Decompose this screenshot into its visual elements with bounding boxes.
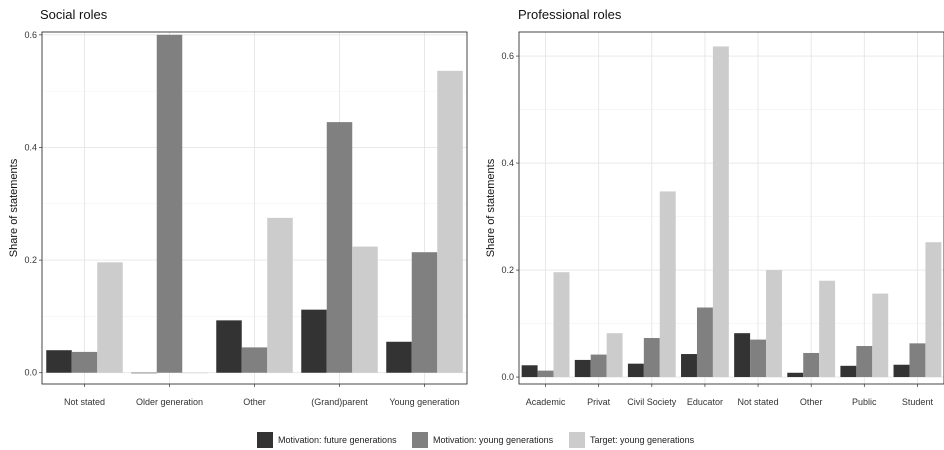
x-tick-label: Young generation — [389, 397, 459, 407]
x-tick-label: Public — [852, 397, 877, 407]
legend-label: Target: young generations — [590, 435, 695, 445]
bar-older-generation-series-2 — [156, 34, 183, 373]
y-tick-label: 0.4 — [24, 142, 37, 152]
legend: Motivation: future generations Motivation… — [257, 432, 695, 448]
y-axis-title: Share of statements — [485, 158, 497, 257]
y-tick-label: 0.0 — [501, 372, 514, 382]
bar-student-series-1 — [893, 364, 910, 378]
bar-older-generation-series-1 — [131, 372, 157, 374]
legend-swatch — [257, 432, 273, 448]
y-tick-label: 0.0 — [24, 368, 37, 378]
bar-student-series-3 — [925, 242, 942, 378]
bar-other-series-3 — [267, 217, 293, 373]
legend-swatch — [569, 432, 585, 448]
bar-not-stated-series-1 — [734, 333, 751, 378]
bar-other-series-1 — [216, 320, 242, 373]
bar-privat-series-3 — [606, 333, 623, 378]
bar-not-stated-series-2 — [750, 339, 767, 378]
plot-border — [518, 31, 944, 385]
x-tick-label: Other — [243, 397, 266, 407]
plot-border — [41, 31, 468, 385]
bar-public-series-1 — [840, 365, 857, 378]
x-tick-label: Other — [800, 397, 823, 407]
legend-label: Motivation: future generations — [278, 435, 397, 445]
bar-educator-series-1 — [681, 354, 697, 378]
bar-young-generation-series-1 — [386, 341, 412, 373]
bar-privat-series-2 — [590, 354, 607, 378]
y-axis-title: Share of statements — [8, 158, 20, 257]
bar-other-series-2 — [241, 347, 268, 373]
bar-educator-series-2 — [696, 307, 713, 378]
bar-civil-society-series-2 — [643, 337, 660, 378]
bar-public-series-3 — [872, 293, 889, 378]
bar-young-generation-series-2 — [411, 252, 438, 373]
bar-not-stated-series-3 — [766, 270, 782, 378]
x-tick-label: Student — [902, 397, 934, 407]
bar-not-stated-series-2 — [71, 351, 98, 373]
y-tick-label: 0.2 — [24, 255, 37, 265]
bar-other-series-1 — [787, 372, 804, 378]
legend-label: Motivation: young generations — [433, 435, 554, 445]
chart-title: Professional roles — [518, 7, 622, 22]
y-tick-label: 0.6 — [501, 51, 514, 61]
bar-young-generation-series-3 — [437, 70, 463, 373]
x-tick-label: Civil Society — [627, 397, 677, 407]
y-tick-label: 0.2 — [501, 265, 514, 275]
x-tick-label: Privat — [587, 397, 611, 407]
bar-other-series-2 — [803, 352, 820, 378]
bar--grand-parent-series-2 — [326, 122, 353, 373]
bar--grand-parent-series-3 — [352, 246, 378, 373]
x-tick-label: Not stated — [738, 397, 779, 407]
bar-older-generation-series-3 — [182, 372, 208, 374]
bar-educator-series-3 — [712, 46, 729, 378]
bar-academic-series-2 — [537, 370, 554, 378]
bar-student-series-2 — [909, 343, 926, 378]
y-tick-label: 0.4 — [501, 158, 514, 168]
chart-title: Social roles — [40, 7, 108, 22]
bar-civil-society-series-3 — [659, 191, 676, 378]
legend-swatch — [412, 432, 428, 448]
x-tick-label: Not stated — [64, 397, 105, 407]
bar-not-stated-series-3 — [97, 262, 123, 373]
y-tick-label: 0.6 — [24, 30, 37, 40]
x-tick-label: Older generation — [136, 397, 203, 407]
bar-public-series-2 — [856, 346, 873, 378]
bar-academic-series-3 — [553, 272, 570, 378]
bar-not-stated-series-1 — [46, 350, 72, 373]
x-tick-label: Academic — [526, 397, 566, 407]
chart-panel-social-roles: Social roles Share of statements 0.0 0.2 0… — [8, 7, 468, 407]
x-tick-label: Educator — [687, 397, 723, 407]
bar-other-series-3 — [819, 280, 836, 378]
bar-civil-society-series-1 — [627, 363, 644, 378]
bar-academic-series-1 — [521, 365, 538, 378]
bar-privat-series-1 — [574, 359, 591, 378]
x-tick-label: (Grand)parent — [311, 397, 368, 407]
chart-panel-professional-roles: Professional roles Share of statements 0… — [485, 7, 944, 407]
bar--grand-parent-series-1 — [301, 309, 327, 373]
